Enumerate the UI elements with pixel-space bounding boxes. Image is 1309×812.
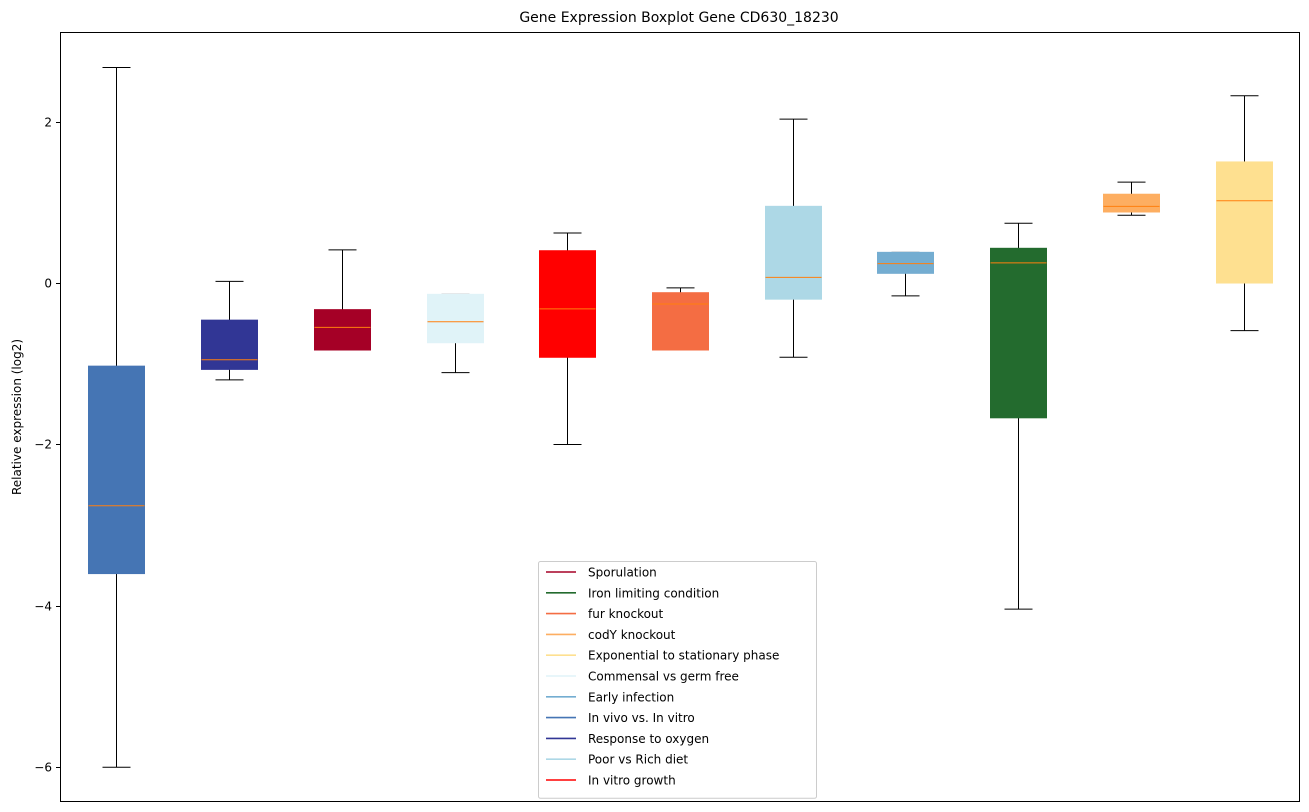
axes-frame <box>60 32 1300 802</box>
legend-label: Commensal vs germ free <box>588 670 739 684</box>
legend-item: codY knockout <box>546 628 676 642</box>
y-tick-label: −6 <box>34 761 52 775</box>
box-iron-limiting-condition <box>990 222 1047 610</box>
box-body <box>652 292 709 351</box>
y-axis: 2 0 −2 −4 −6 <box>34 116 60 775</box>
legend-label: Poor vs Rich diet <box>588 753 688 767</box>
legend-label: fur knockout <box>588 607 664 621</box>
box-body <box>1103 193 1160 213</box>
legend-item: Iron limiting condition <box>546 586 719 600</box>
legend-label: codY knockout <box>588 628 676 642</box>
box-body <box>427 293 484 344</box>
legend-label: Early infection <box>588 690 674 704</box>
box-exponential-to-stationary-phase <box>1216 95 1273 332</box>
legend-item: Commensal vs germ free <box>546 670 739 684</box>
legend-frame <box>538 561 817 799</box>
plot-area <box>88 67 1273 768</box>
box-body <box>990 247 1047 419</box>
legend-label: Iron limiting condition <box>588 586 719 600</box>
legend-item: Early infection <box>546 690 674 704</box>
box-body <box>539 250 596 358</box>
legend: Sporulation Iron limiting condition fur kn… <box>538 561 817 799</box>
box-body <box>765 205 822 300</box>
box-body <box>1216 161 1273 284</box>
box-body <box>201 319 258 370</box>
y-tick-label: 0 <box>44 277 52 291</box>
box-cody-knockout <box>1103 181 1160 216</box>
legend-item: In vivo vs. In vitro <box>546 711 695 725</box>
chart-title: Gene Expression Boxplot Gene CD630_18230 <box>519 10 838 26</box>
box-in-vitro-growth <box>539 232 596 445</box>
legend-item: Exponential to stationary phase <box>546 649 779 663</box>
box-body <box>314 309 371 351</box>
box-response-to-oxygen <box>201 280 258 381</box>
y-tick-label: 2 <box>44 116 52 130</box>
box-body <box>88 365 145 575</box>
box-early-infection <box>877 251 934 297</box>
box-in-vivo-vs-in-vitro <box>88 67 145 768</box>
y-tick-label: −4 <box>34 600 52 614</box>
box-commensal-vs-germ-free <box>427 293 484 374</box>
box-sporulation <box>314 249 371 351</box>
y-axis-label: Relative expression (log2) <box>10 339 24 495</box>
legend-item: fur knockout <box>546 607 664 621</box>
legend-item: Sporulation <box>546 566 657 580</box>
legend-label: Response to oxygen <box>588 732 709 746</box>
legend-label: In vivo vs. In vitro <box>588 711 695 725</box>
legend-label: Exponential to stationary phase <box>588 649 779 663</box>
legend-label: Sporulation <box>588 566 657 580</box>
legend-item: Poor vs Rich diet <box>546 753 688 767</box>
box-poor-vs-rich-diet <box>765 118 822 358</box>
box-fur-knockout <box>652 287 709 351</box>
legend-item: Response to oxygen <box>546 732 709 746</box>
box-body <box>877 251 934 274</box>
legend-label: In vitro growth <box>588 774 676 788</box>
y-tick-label: −2 <box>34 438 52 452</box>
legend-item: In vitro growth <box>546 774 676 788</box>
